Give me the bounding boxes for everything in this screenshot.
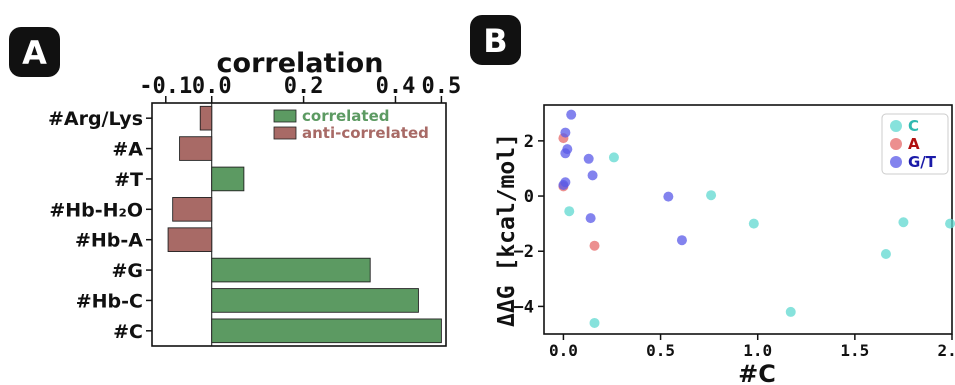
- bar-chart-frame: [151, 102, 447, 347]
- bar: [211, 166, 245, 192]
- scatter-point: [589, 240, 600, 251]
- scatter-point: [608, 152, 619, 163]
- scatter-chart-ddg: 0.0 0.5 1.0 1.5 2.0 2 0 −2 −4 #C ΔΔG [kcal/mol]…: [494, 104, 955, 385]
- scatter-chart-legend: CAG/T: [881, 113, 949, 175]
- scatter-point: [587, 170, 598, 181]
- scatter-point: [589, 317, 600, 328]
- panel-b-badge: B: [470, 15, 521, 65]
- y-tick-label: −2: [514, 242, 534, 262]
- scatter-point: [560, 127, 571, 138]
- panel-a-label: A: [22, 34, 47, 72]
- legend-marker: [890, 120, 902, 132]
- scatter-chart-points: [558, 109, 955, 328]
- legend-marker: [890, 156, 902, 168]
- scatter-point: [706, 190, 717, 201]
- scatter-point: [676, 235, 687, 246]
- legend-swatch: [273, 109, 297, 123]
- bar-chart-correlation: correlation -0.1 0.0 0.2 0.4 0.5 #Arg/Lys#A#…: [48, 48, 461, 347]
- legend-marker: [890, 138, 902, 150]
- x-tick-label: 0.0: [192, 74, 232, 99]
- category-label: #Hb-C: [76, 290, 143, 312]
- scatter-point: [560, 148, 571, 159]
- bar-chart-bars: [167, 105, 442, 344]
- scatter-point: [785, 306, 796, 317]
- category-label: #C: [113, 321, 143, 343]
- category-label: #Arg/Lys: [48, 108, 143, 130]
- x-tick-label: 0.2: [284, 74, 324, 99]
- legend-label: C: [908, 117, 919, 135]
- scatter-point: [585, 213, 596, 224]
- x-tick-label: 0.5: [422, 74, 462, 99]
- bar: [167, 227, 213, 252]
- scatter-chart-y-ticks: 2 0 −2 −4: [514, 132, 544, 317]
- scatter-point: [898, 217, 909, 228]
- x-tick-label: 1.0: [743, 341, 772, 360]
- scatter-point: [566, 109, 577, 120]
- scatter-point: [748, 218, 759, 229]
- bar: [199, 105, 213, 131]
- category-label: #T: [114, 169, 143, 191]
- category-label: #Hb-H₂O: [49, 199, 143, 221]
- legend-label: anti-correlated: [302, 124, 429, 142]
- y-tick-label: 2: [524, 132, 534, 152]
- x-tick-label: 1.5: [840, 341, 869, 360]
- legend-label: A: [908, 135, 920, 153]
- x-tick-label: 0.4: [376, 74, 416, 99]
- bar-chart-title: correlation: [217, 48, 384, 79]
- bar: [179, 136, 213, 161]
- scatter-chart-x-ticks: 0.0 0.5 1.0 1.5 2.0: [549, 334, 955, 360]
- bar: [172, 197, 213, 222]
- x-tick-label: -0.1: [139, 74, 192, 99]
- scatter-point: [945, 218, 955, 229]
- scatter-point: [663, 191, 674, 202]
- scatter-point: [558, 180, 569, 191]
- scatter-point: [583, 153, 594, 164]
- category-label: #A: [112, 139, 143, 161]
- scatter-chart-y-label: ΔΔG [kcal/mol]: [494, 133, 520, 327]
- x-tick-label: 0.0: [549, 341, 578, 360]
- bar: [211, 257, 371, 283]
- legend-swatch: [273, 126, 297, 140]
- x-tick-label: 2.0: [938, 341, 955, 360]
- category-label: #G: [111, 260, 143, 282]
- bar-chart-categories: #Arg/Lys #A #T #Hb-H₂O #Hb-A #G #Hb-C #C: [48, 108, 152, 343]
- legend-label: G/T: [908, 153, 937, 171]
- bar: [211, 318, 442, 344]
- panel-a-badge: A: [9, 27, 60, 77]
- y-tick-label: 0: [524, 187, 534, 207]
- x-tick-label: 0.5: [646, 341, 675, 360]
- category-label: #Hb-A: [75, 230, 143, 252]
- bar-chart-x-ticks: -0.1 0.0 0.2 0.4 0.5: [139, 74, 461, 346]
- bar: [211, 288, 419, 313]
- panel-b-label: B: [483, 22, 507, 60]
- y-tick-label: −4: [514, 297, 534, 317]
- scatter-chart-x-label: #C: [738, 360, 776, 385]
- scatter-point: [880, 248, 891, 259]
- legend-label: correlated: [302, 107, 390, 125]
- scatter-point: [564, 206, 575, 217]
